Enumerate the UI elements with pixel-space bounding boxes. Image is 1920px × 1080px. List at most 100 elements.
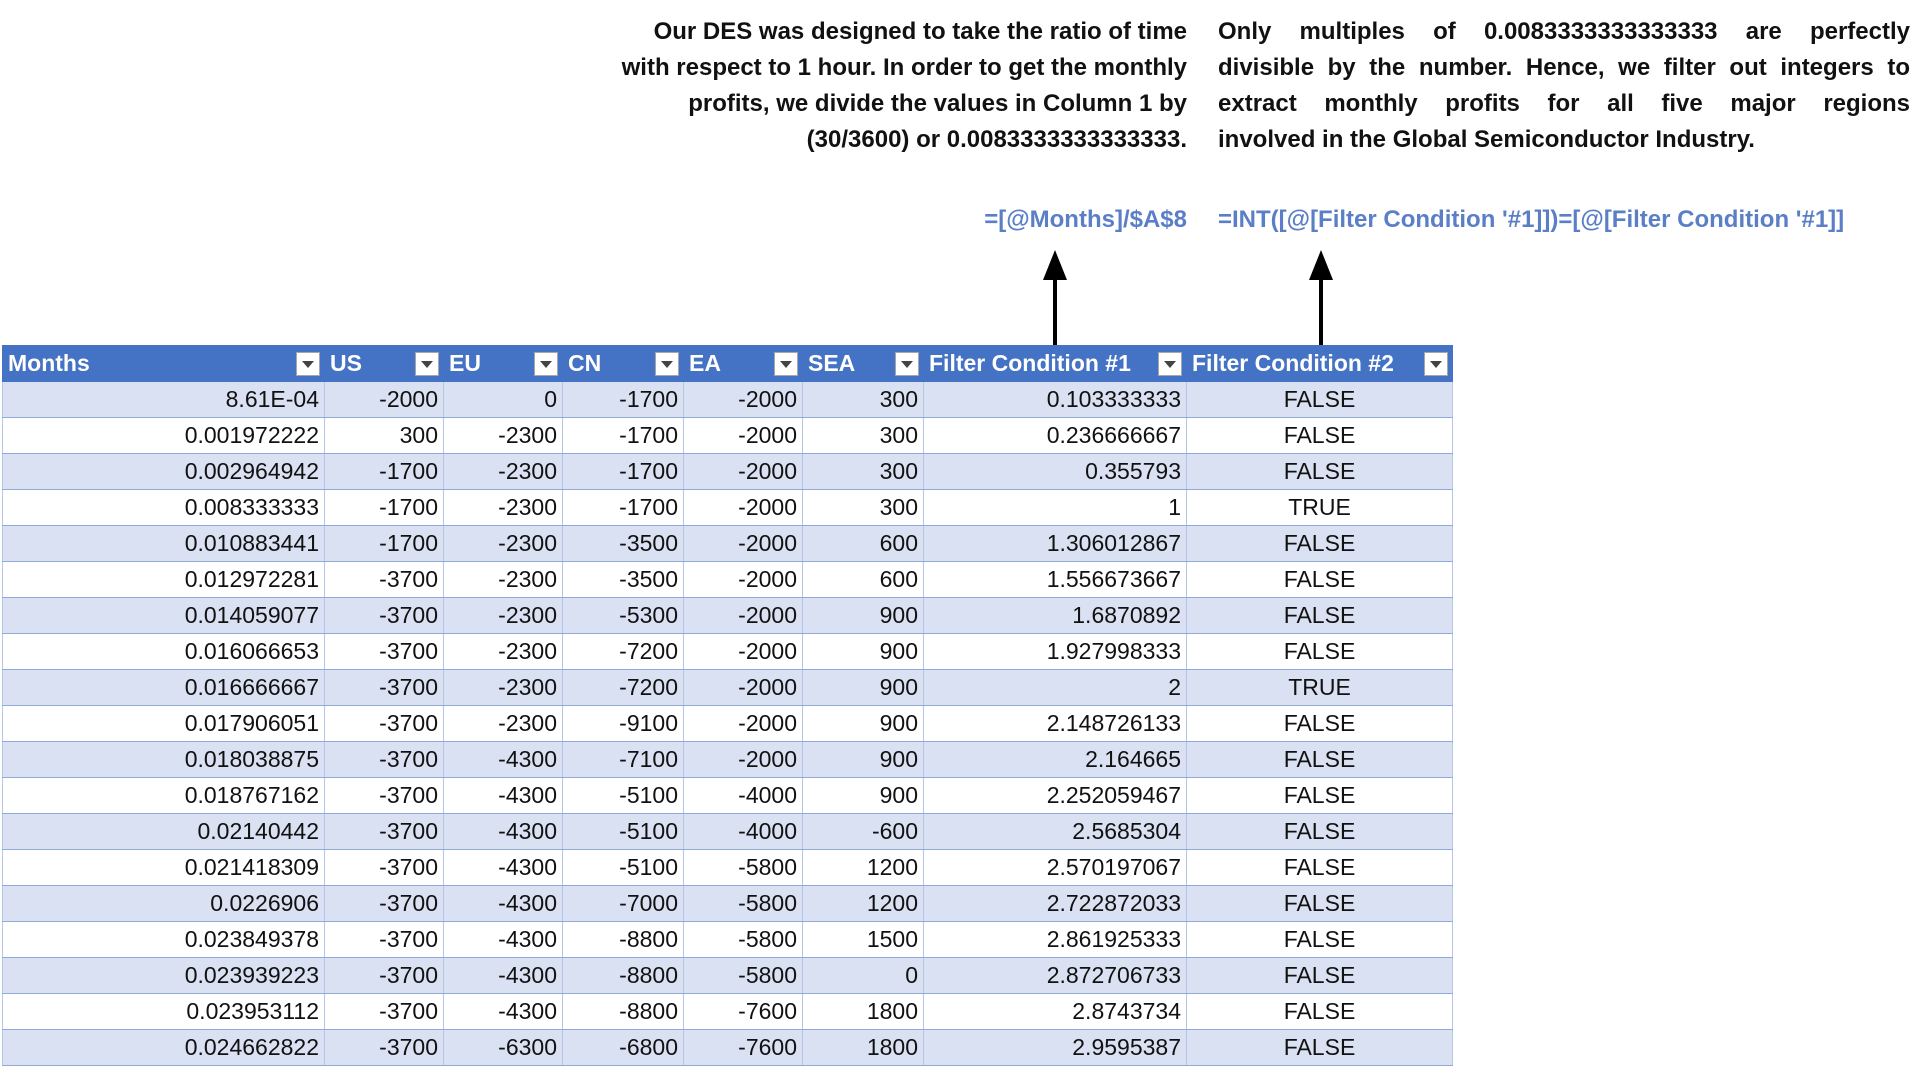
- table-cell: -2300: [443, 417, 563, 454]
- table-cell: 1.6870892: [923, 597, 1187, 634]
- filter-button[interactable]: [296, 352, 320, 376]
- table-cell: 0.016066653: [2, 633, 325, 670]
- table-cell: 2.872706733: [923, 957, 1187, 994]
- table-cell: -2000: [683, 633, 803, 670]
- table-cell: 2.570197067: [923, 849, 1187, 886]
- table-cell: 300: [802, 417, 924, 454]
- column-header: EA: [683, 345, 803, 382]
- table-cell: -600: [802, 813, 924, 850]
- table-cell: -7600: [683, 993, 803, 1030]
- table-cell: 0.0226906: [2, 885, 325, 922]
- table-cell: 0.008333333: [2, 489, 325, 526]
- table-row: 0.021418309 -3700 -4300 -5100 -5800 1200 2.570…: [2, 849, 1453, 886]
- table-cell: -5100: [562, 777, 684, 814]
- table-row: 0.014059077 -3700 -2300 -5300 -2000 900 1.6870…: [2, 597, 1453, 634]
- table-cell: 1: [923, 489, 1187, 526]
- formula: =[@Months]/$A$8: [984, 206, 1187, 233]
- table-cell: -2000: [683, 489, 803, 526]
- table-row: 0.023849378 -3700 -4300 -8800 -5800 1500 2.861…: [2, 921, 1453, 958]
- annotation-line: extract monthly profits for all five maj…: [1218, 90, 1910, 117]
- table-cell: 0.023953112: [2, 993, 325, 1030]
- table-cell: 1800: [802, 993, 924, 1030]
- table-cell: -2300: [443, 489, 563, 526]
- table-row: 0.008333333 -1700 -2300 -1700 -2000 300 1 TRUE: [2, 489, 1453, 526]
- table-cell: 2.148726133: [923, 705, 1187, 742]
- column-title: CN: [568, 350, 602, 376]
- column-header: EU: [443, 345, 563, 382]
- table-cell: -2300: [443, 597, 563, 634]
- annotation-line: (30/3600) or 0.0083333333333333.: [806, 126, 1187, 153]
- table-row: 0.017906051 -3700 -2300 -9100 -2000 900 2.1487…: [2, 705, 1453, 742]
- annotation: Only multiples of 0.0083333333333333 are…: [1218, 14, 1910, 158]
- table-cell: -4300: [443, 777, 563, 814]
- table-row: 0.018767162 -3700 -4300 -5100 -4000 900 2.2520…: [2, 777, 1453, 814]
- arrows: [1043, 250, 1333, 346]
- table-cell: 300: [324, 417, 444, 454]
- table-cell: -4000: [683, 813, 803, 850]
- table-cell: 0.023939223: [2, 957, 325, 994]
- table-cell: -3700: [324, 957, 444, 994]
- column-title: EA: [689, 350, 721, 376]
- table-cell: -5300: [562, 597, 684, 634]
- table-cell: -2300: [443, 669, 563, 706]
- table-cell: -1700: [562, 453, 684, 490]
- table-cell: 900: [802, 741, 924, 778]
- table-cell: 0: [802, 957, 924, 994]
- table-cell: TRUE: [1186, 489, 1453, 526]
- table-cell: 1.927998333: [923, 633, 1187, 670]
- filter-button[interactable]: [415, 352, 439, 376]
- filter-button[interactable]: [895, 352, 919, 376]
- table-cell: FALSE: [1186, 921, 1453, 958]
- table-cell: 600: [802, 525, 924, 562]
- table-cell: 1200: [802, 885, 924, 922]
- table-cell: -7100: [562, 741, 684, 778]
- table-cell: 0.018038875: [2, 741, 325, 778]
- table-cell: 300: [802, 489, 924, 526]
- table-cell: FALSE: [1186, 633, 1453, 670]
- table-cell: FALSE: [1186, 777, 1453, 814]
- table-cell: -2300: [443, 453, 563, 490]
- column-title: Filter Condition #2: [1192, 350, 1394, 376]
- table-cell: FALSE: [1186, 453, 1453, 490]
- column-header: US: [324, 345, 444, 382]
- annotation-line: involved in the Global Semiconductor Ind…: [1218, 126, 1755, 153]
- table-cell: -2000: [683, 741, 803, 778]
- table-cell: -7200: [562, 669, 684, 706]
- column-header: CN: [562, 345, 684, 382]
- filter-button[interactable]: [774, 352, 798, 376]
- table-cell: -3700: [324, 777, 444, 814]
- table-cell: 2.722872033: [923, 885, 1187, 922]
- table-cell: 900: [802, 633, 924, 670]
- table-cell: -2300: [443, 633, 563, 670]
- filter-button[interactable]: [1158, 352, 1182, 376]
- arrow: [1043, 250, 1067, 346]
- table-cell: -2000: [683, 669, 803, 706]
- column-header: Months: [2, 345, 325, 382]
- table-cell: -4000: [683, 777, 803, 814]
- table-cell: 900: [802, 597, 924, 634]
- table-cell: 2.164665: [923, 741, 1187, 778]
- table-cell: 900: [802, 705, 924, 742]
- column-title: Months: [8, 350, 90, 376]
- table-cell: 0.017906051: [2, 705, 325, 742]
- filter-button[interactable]: [655, 352, 679, 376]
- arrow: [1309, 250, 1333, 346]
- header-row: Months US EU CN EA SEA Filter Condition #1 Filt…: [2, 345, 1453, 382]
- table-cell: 900: [802, 669, 924, 706]
- table-cell: -4300: [443, 813, 563, 850]
- column-header: SEA: [802, 345, 924, 382]
- table-cell: -2300: [443, 561, 563, 598]
- column-title: US: [330, 350, 362, 376]
- table-cell: -5100: [562, 849, 684, 886]
- table-cell: -1700: [562, 381, 684, 418]
- table-cell: -7000: [562, 885, 684, 922]
- table-cell: 1200: [802, 849, 924, 886]
- table-cell: -2000: [683, 705, 803, 742]
- table-cell: 2.252059467: [923, 777, 1187, 814]
- filter-button[interactable]: [534, 352, 558, 376]
- filter-button[interactable]: [1424, 352, 1448, 376]
- table-cell: 1800: [802, 1029, 924, 1066]
- table-cell: 600: [802, 561, 924, 598]
- table-cell: -8800: [562, 921, 684, 958]
- table-cell: -7200: [562, 633, 684, 670]
